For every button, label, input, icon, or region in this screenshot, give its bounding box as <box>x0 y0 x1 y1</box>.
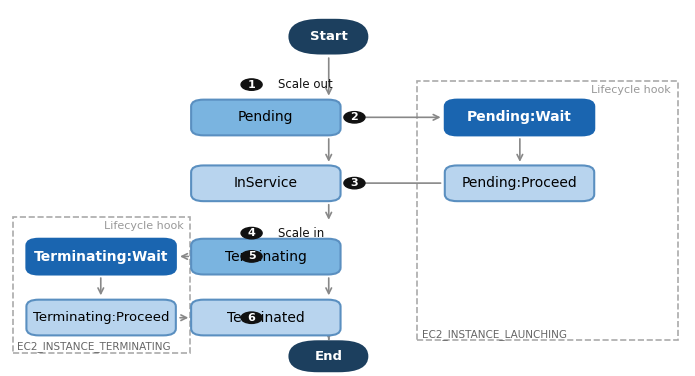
Circle shape <box>344 112 365 123</box>
Text: InService: InService <box>234 176 298 190</box>
Text: Terminating: Terminating <box>225 250 306 264</box>
FancyBboxPatch shape <box>191 165 341 201</box>
Text: 3: 3 <box>351 178 358 188</box>
FancyBboxPatch shape <box>288 340 368 372</box>
FancyBboxPatch shape <box>191 300 341 335</box>
Circle shape <box>241 79 262 90</box>
Text: Start: Start <box>309 30 348 43</box>
Text: Pending:Wait: Pending:Wait <box>467 111 572 124</box>
Text: 4: 4 <box>247 228 256 238</box>
FancyBboxPatch shape <box>191 100 341 135</box>
FancyBboxPatch shape <box>26 239 176 274</box>
Circle shape <box>241 227 262 239</box>
Text: Terminating:Wait: Terminating:Wait <box>34 250 168 264</box>
Text: EC2_INSTANCE_TERMINATING: EC2_INSTANCE_TERMINATING <box>17 341 171 352</box>
Text: Pending:Proceed: Pending:Proceed <box>461 176 578 190</box>
FancyBboxPatch shape <box>445 100 594 135</box>
Text: Scale in: Scale in <box>278 227 325 240</box>
Text: EC2_INSTANCE_LAUNCHING: EC2_INSTANCE_LAUNCHING <box>422 329 567 340</box>
Text: 1: 1 <box>247 80 256 89</box>
Text: Terminating:Proceed: Terminating:Proceed <box>33 311 170 324</box>
Text: End: End <box>314 350 343 363</box>
Text: Lifecycle hook: Lifecycle hook <box>104 221 184 231</box>
FancyBboxPatch shape <box>191 239 341 274</box>
Text: 6: 6 <box>247 313 256 323</box>
FancyBboxPatch shape <box>445 165 594 201</box>
FancyBboxPatch shape <box>26 300 176 335</box>
Bar <box>417 81 678 340</box>
FancyBboxPatch shape <box>288 19 368 55</box>
Text: Scale out: Scale out <box>278 78 333 91</box>
Circle shape <box>241 312 262 323</box>
Text: 2: 2 <box>350 112 359 122</box>
Text: Pending: Pending <box>238 111 293 124</box>
Text: Terminated: Terminated <box>227 311 304 324</box>
Circle shape <box>241 251 262 262</box>
Text: Lifecycle hook: Lifecycle hook <box>591 85 671 95</box>
Bar <box>13 217 190 353</box>
Text: 5: 5 <box>248 252 255 261</box>
Circle shape <box>344 177 365 189</box>
